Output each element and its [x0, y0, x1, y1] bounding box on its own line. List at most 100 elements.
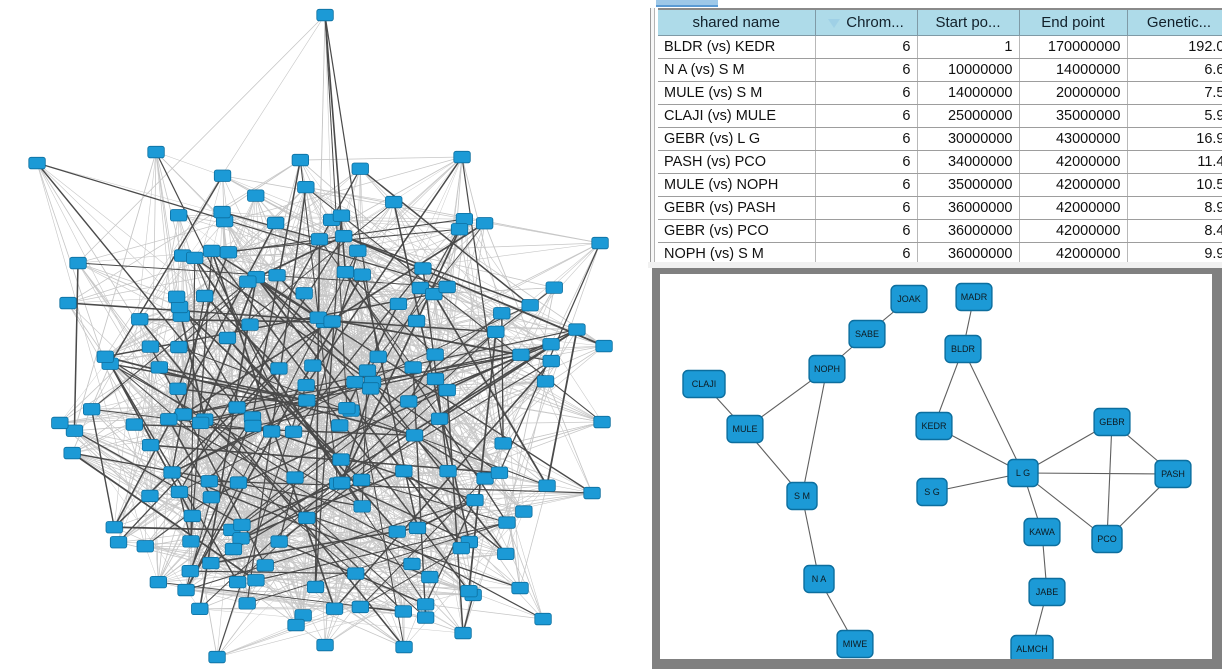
edge-LG-PASH[interactable]	[1022, 472, 1174, 475]
edge[interactable]	[179, 306, 379, 358]
edge[interactable]	[324, 14, 332, 220]
cell-chromosome[interactable]: 6	[815, 35, 918, 59]
edge[interactable]	[333, 360, 552, 610]
node[interactable]	[200, 475, 219, 488]
node-NOPH[interactable]: NOPH	[808, 354, 846, 384]
node[interactable]	[534, 612, 552, 626]
cell-start_point[interactable]: 30000000	[917, 127, 1020, 151]
edge[interactable]	[344, 271, 436, 356]
node[interactable]	[239, 275, 257, 288]
edge[interactable]	[74, 430, 243, 526]
node[interactable]	[414, 262, 432, 275]
node[interactable]	[241, 318, 259, 331]
edge[interactable]	[294, 477, 316, 588]
edge[interactable]	[178, 384, 307, 390]
node[interactable]	[416, 611, 435, 624]
node-MULE[interactable]: MULE	[726, 414, 764, 444]
node[interactable]	[460, 585, 478, 598]
cell-genetic[interactable]: 16.9	[1127, 127, 1222, 151]
cell-chromosome[interactable]: 6	[815, 150, 918, 174]
cell-chromosome[interactable]: 6	[815, 81, 918, 105]
node[interactable]	[430, 412, 449, 425]
edge[interactable]	[72, 452, 307, 519]
node[interactable]	[583, 486, 601, 500]
edge[interactable]	[168, 195, 257, 420]
node[interactable]	[304, 359, 322, 372]
node-MIWE[interactable]: MIWE	[836, 629, 874, 659]
node[interactable]	[347, 567, 365, 580]
node[interactable]	[141, 340, 160, 353]
edge[interactable]	[145, 370, 368, 547]
edge[interactable]	[149, 286, 448, 497]
edge[interactable]	[149, 306, 180, 497]
node[interactable]	[454, 626, 472, 640]
edge[interactable]	[139, 318, 325, 323]
edge[interactable]	[36, 162, 151, 497]
edge[interactable]	[331, 321, 603, 423]
node-PCO[interactable]: PCO	[1091, 524, 1123, 554]
node[interactable]	[183, 509, 201, 523]
node[interactable]	[331, 419, 349, 432]
node[interactable]	[333, 476, 351, 489]
edge[interactable]	[252, 425, 476, 501]
cell-shared_name[interactable]: GEBR (vs) PCO	[658, 219, 816, 243]
node[interactable]	[426, 348, 444, 361]
node[interactable]	[174, 408, 193, 421]
node[interactable]	[403, 557, 421, 571]
node[interactable]	[51, 416, 69, 430]
edge[interactable]	[77, 14, 326, 264]
edge[interactable]	[36, 162, 358, 252]
node[interactable]	[182, 535, 200, 548]
edge[interactable]	[231, 312, 503, 531]
cell-shared_name[interactable]: CLAJI (vs) MULE	[658, 104, 816, 128]
cell-shared_name[interactable]: N A (vs) S M	[658, 58, 816, 82]
edge[interactable]	[270, 187, 307, 432]
edge[interactable]	[67, 302, 184, 415]
cell-shared_name[interactable]: PASH (vs) PCO	[658, 150, 816, 174]
edge[interactable]	[293, 431, 426, 605]
cell-shared_name[interactable]: MULE (vs) S M	[658, 81, 816, 105]
node[interactable]	[191, 416, 210, 430]
cell-chromosome[interactable]: 6	[815, 173, 918, 197]
edge[interactable]	[171, 295, 206, 473]
node[interactable]	[270, 535, 288, 548]
cell-start_point[interactable]: 1	[917, 35, 1020, 59]
edge[interactable]	[506, 522, 544, 620]
node[interactable]	[69, 256, 87, 270]
edge[interactable]	[210, 527, 418, 564]
column-header-start_point[interactable]: Start po...	[917, 10, 1020, 36]
edge[interactable]	[211, 250, 308, 401]
edge[interactable]	[276, 156, 463, 276]
edge[interactable]	[113, 151, 157, 528]
node[interactable]	[362, 382, 380, 395]
edge[interactable]	[417, 499, 476, 529]
node[interactable]	[298, 394, 316, 407]
cell-end_point[interactable]: 43000000	[1019, 127, 1128, 151]
node[interactable]	[352, 473, 371, 487]
node[interactable]	[542, 338, 560, 351]
cell-end_point[interactable]: 42000000	[1019, 173, 1128, 197]
edge[interactable]	[255, 287, 421, 581]
main-network-graph[interactable]	[0, 0, 648, 669]
node[interactable]	[353, 268, 371, 281]
edge[interactable]	[36, 162, 146, 547]
subnetwork-graph[interactable]: CLAJI MULE NOPH SABE JOAK S M N A MIWE MADR BLDR K…	[660, 274, 1212, 659]
cell-end_point[interactable]: 14000000	[1019, 58, 1128, 82]
node[interactable]	[335, 229, 353, 243]
edge[interactable]	[72, 424, 135, 454]
edge[interactable]	[183, 156, 463, 415]
node[interactable]	[195, 289, 214, 303]
edge[interactable]	[303, 293, 462, 549]
node[interactable]	[408, 521, 427, 535]
node[interactable]	[163, 466, 181, 479]
node[interactable]	[450, 223, 469, 236]
node[interactable]	[169, 209, 188, 222]
node[interactable]	[28, 156, 46, 170]
edge[interactable]	[134, 424, 151, 497]
edge[interactable]	[109, 363, 280, 542]
edge[interactable]	[67, 302, 496, 333]
edge[interactable]	[36, 162, 238, 408]
edge[interactable]	[393, 202, 414, 368]
